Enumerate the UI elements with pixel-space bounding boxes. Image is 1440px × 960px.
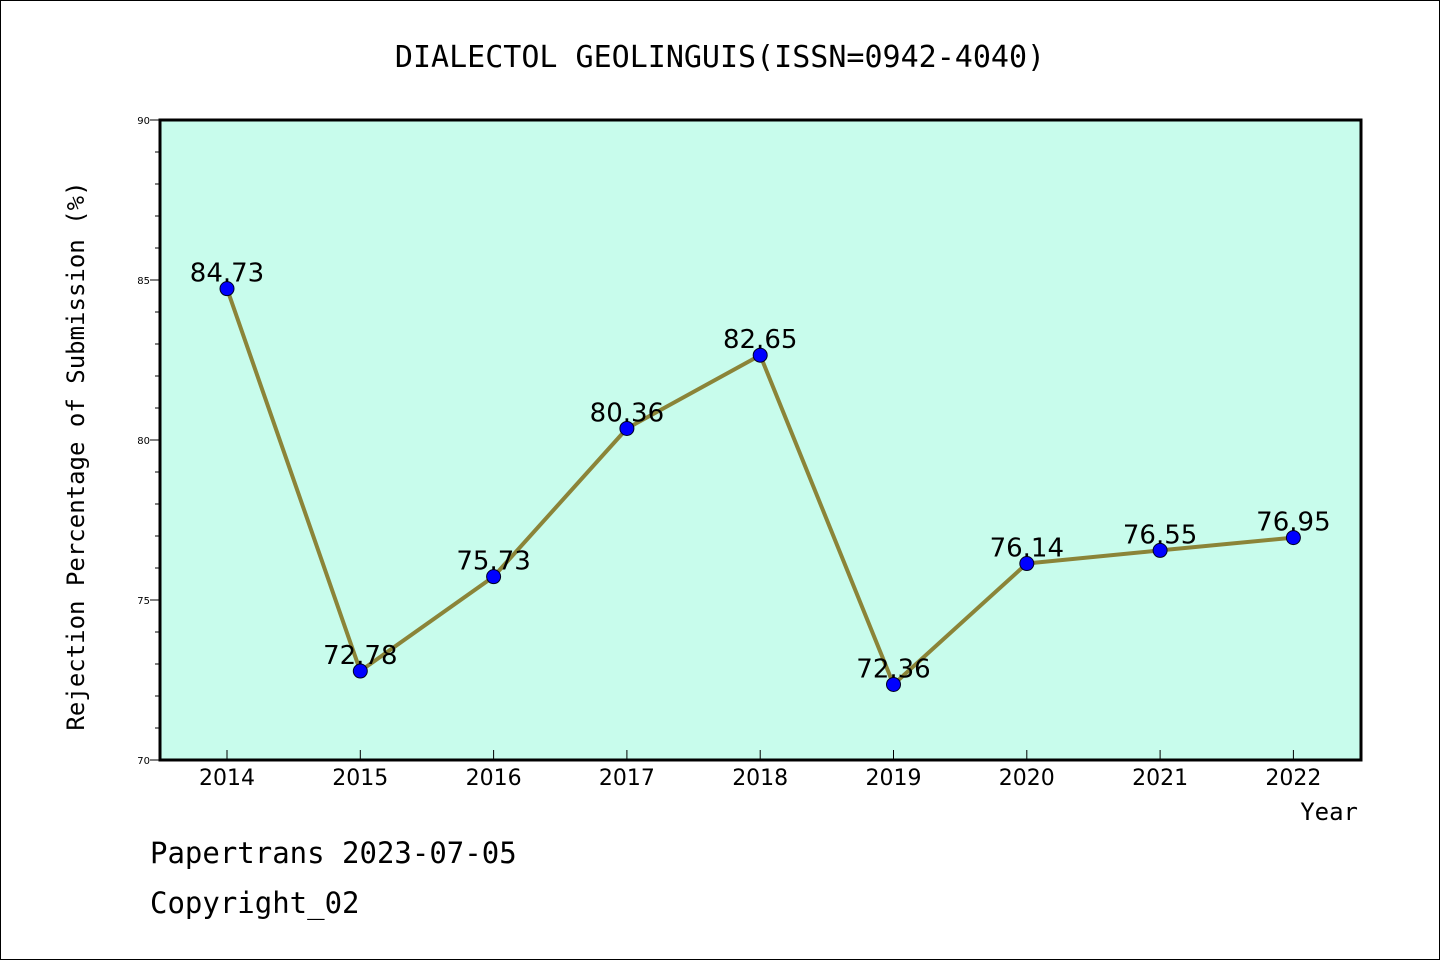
- x-tick-label: 2015: [332, 766, 388, 791]
- data-point: [352, 663, 368, 679]
- plot-area: [158, 118, 1363, 762]
- x-tick-label: 2020: [999, 766, 1055, 791]
- data-points: [219, 281, 1301, 692]
- y-tick-label: 80: [137, 436, 150, 447]
- y-axis-label: Rejection Percentage of Submission (%): [62, 181, 90, 730]
- y-tick-label: 90: [137, 116, 150, 127]
- data-point: [886, 676, 901, 692]
- x-tick-label: 2014: [199, 766, 255, 791]
- data-point: [1019, 556, 1035, 572]
- data-label: 72.78: [323, 641, 397, 671]
- data-label: 76.95: [1256, 508, 1330, 538]
- y-tick-label: 85: [137, 276, 150, 287]
- x-tick-label: 2021: [1132, 766, 1188, 791]
- data-label: 80.36: [590, 398, 664, 428]
- x-tick-label: 2022: [1265, 766, 1321, 791]
- data-label: 76.14: [990, 534, 1064, 564]
- y-axis: 70 75 80 85 90: [137, 116, 160, 767]
- data-point: [752, 347, 768, 363]
- data-label: 84.73: [190, 259, 264, 289]
- footer-copyright: Copyright_02: [150, 886, 360, 920]
- chart-title: DIALECTOL GEOLINGUIS(ISSN=0942-4040): [395, 40, 1045, 75]
- y-tick-label: 75: [137, 596, 150, 607]
- data-point: [1152, 542, 1168, 558]
- data-label: 75.73: [456, 547, 530, 577]
- x-axis-label: Year: [1300, 798, 1358, 826]
- data-point: [486, 569, 502, 585]
- data-label: 76.55: [1123, 520, 1197, 550]
- data-label: 82.65: [723, 325, 797, 355]
- data-point: [1285, 530, 1301, 546]
- x-tick-label: 2017: [599, 766, 655, 791]
- data-point: [219, 281, 235, 297]
- y-tick-label: 70: [137, 756, 150, 767]
- data-point: [619, 420, 635, 436]
- x-tick-label: 2016: [466, 766, 522, 791]
- x-tick-label: 2018: [732, 766, 788, 791]
- x-tick-label: 2019: [866, 766, 922, 791]
- x-axis: 2014 2015 2016 2017 2018 2019 2020 2021 2022: [199, 750, 1321, 791]
- data-label: 72.36: [856, 654, 930, 684]
- data-labels: 84.73 72.78 75.73 80.36 82.65 72.36 76.14 76.55…: [190, 259, 1331, 685]
- footer-credit: Papertrans 2023-07-05: [150, 836, 517, 870]
